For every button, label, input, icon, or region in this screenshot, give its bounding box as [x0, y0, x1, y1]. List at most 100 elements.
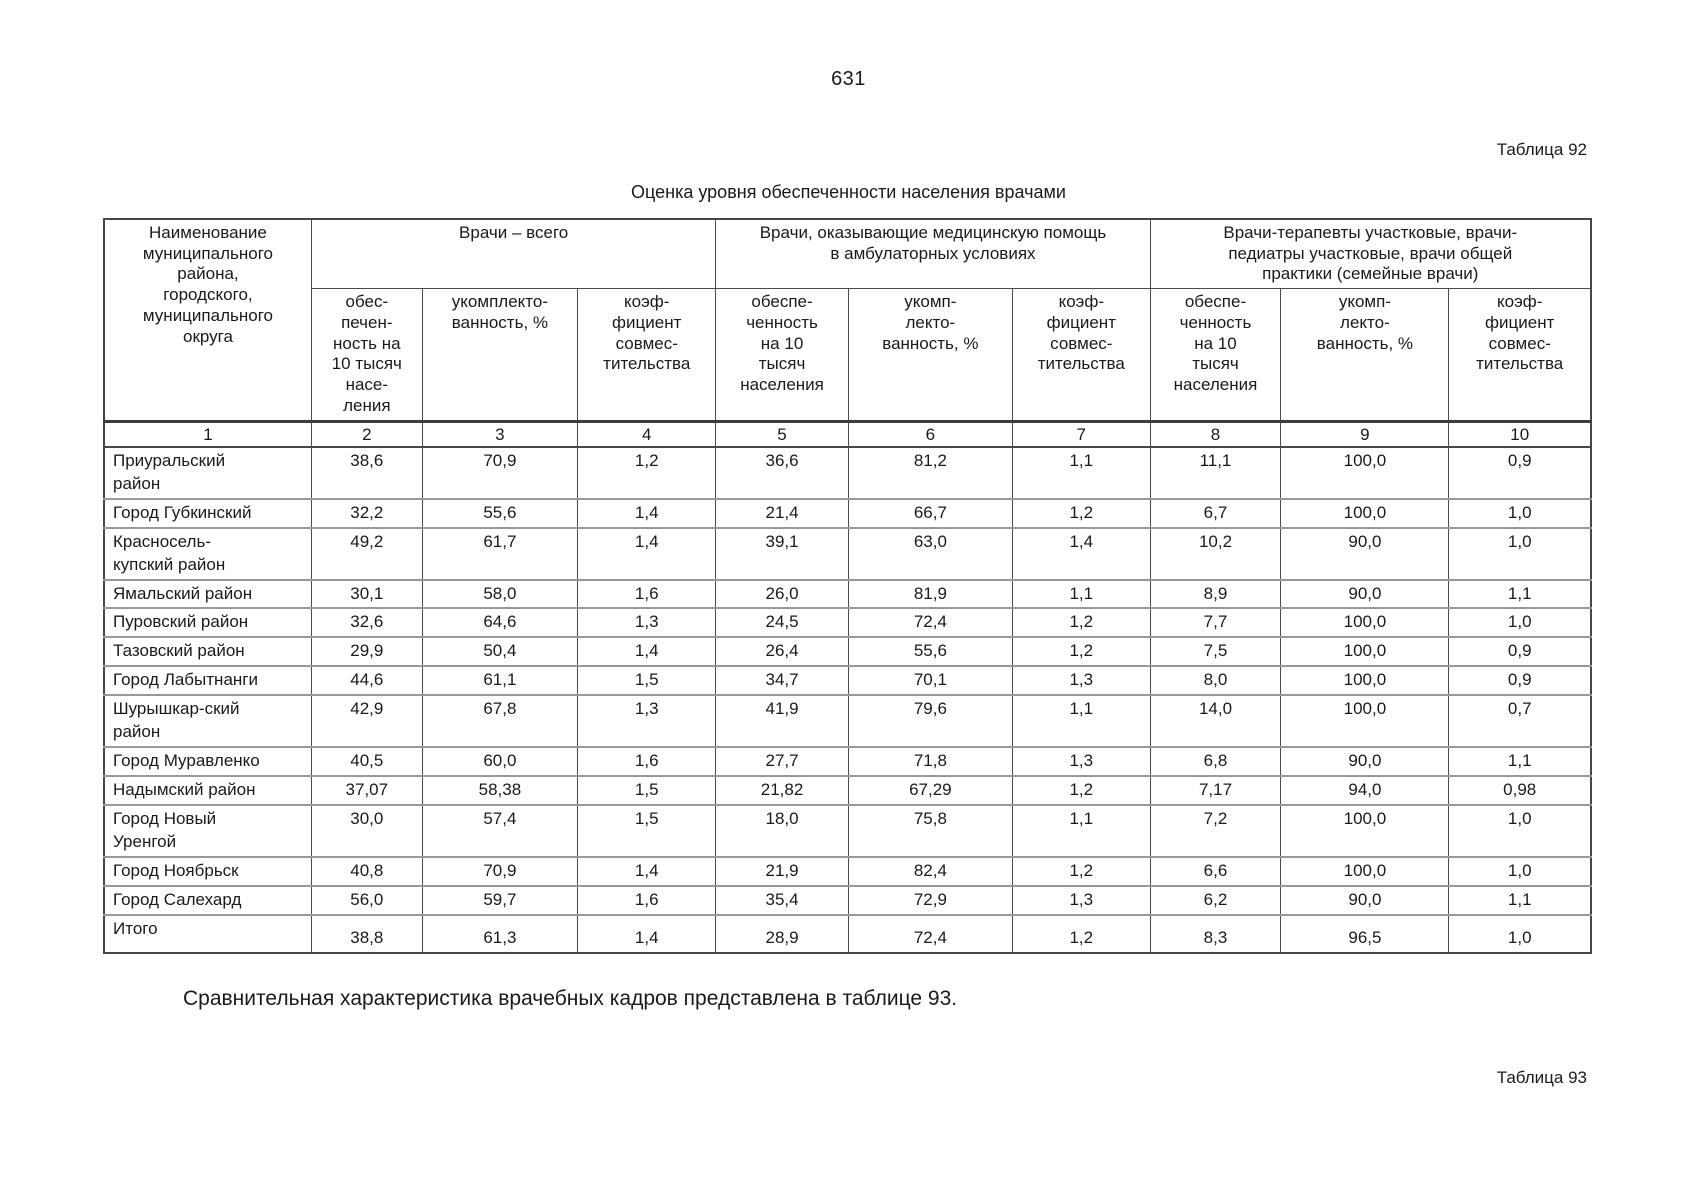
- subheader-staffing: укомп- лекто- ванность, %: [847, 288, 1014, 422]
- value-cell: 38,8: [310, 913, 423, 954]
- value-cell: 10,2: [1149, 526, 1282, 581]
- value-cell: 28,9: [715, 913, 849, 954]
- value-cell: 1,4: [577, 526, 717, 581]
- value-cell: 58,0: [421, 578, 579, 609]
- value-cell: 6,2: [1149, 884, 1282, 916]
- value-cell: 1,6: [577, 884, 717, 916]
- value-cell: 75,8: [847, 804, 1014, 858]
- subheader-coefficient: коэф- фициент совмес- тительства: [1012, 288, 1151, 422]
- value-cell: 100,0: [1280, 804, 1450, 858]
- value-cell: 59,7: [421, 884, 579, 916]
- value-cell: 94,0: [1280, 775, 1450, 806]
- value-cell: 1,1: [1448, 578, 1592, 609]
- value-cell: 60,0: [421, 746, 579, 777]
- district-name-cell: Город Новый Уренгой: [103, 804, 312, 858]
- value-cell: 1,2: [1012, 607, 1151, 638]
- district-name-cell: Приуральский район: [103, 445, 312, 500]
- value-cell: 71,8: [847, 746, 1014, 777]
- value-cell: 49,2: [310, 526, 423, 581]
- value-cell: 66,7: [847, 497, 1014, 529]
- value-cell: 40,5: [310, 746, 423, 777]
- district-name-cell: Ямальский район: [103, 578, 312, 609]
- value-cell: 1,2: [1012, 497, 1151, 529]
- subheader-coefficient: коэф- фициент совмес- тительства: [1448, 288, 1592, 422]
- value-cell: 0,9: [1448, 636, 1592, 667]
- value-cell: 1,4: [577, 913, 717, 954]
- value-cell: 1,4: [577, 636, 717, 667]
- value-cell: 6,6: [1149, 855, 1282, 887]
- value-cell: 1,0: [1448, 804, 1592, 858]
- value-cell: 70,9: [421, 445, 579, 500]
- table-92-label: Таблица 92: [1496, 140, 1587, 159]
- value-cell: 1,0: [1448, 913, 1592, 954]
- value-cell: 6,8: [1149, 746, 1282, 777]
- value-cell: 21,82: [715, 775, 849, 806]
- table-row: Красносель- купский район 49,2 61,7 1,4 39,1…: [103, 526, 1592, 581]
- value-cell: 8,9: [1149, 578, 1282, 609]
- value-cell: 27,7: [715, 746, 849, 777]
- value-cell: 21,9: [715, 855, 849, 887]
- value-cell: 1,3: [577, 694, 717, 748]
- column-number: 6: [847, 419, 1014, 448]
- table-row: Шурышкар-ский район 42,9 67,8 1,3 41,9 79,6 1,…: [103, 694, 1592, 748]
- value-cell: 67,29: [847, 775, 1014, 806]
- value-cell: 1,5: [577, 804, 717, 858]
- value-cell: 26,4: [715, 636, 849, 667]
- value-cell: 1,5: [577, 775, 717, 806]
- column-number-row: 1 2 3 4 5 6 7 8 9 10: [103, 419, 1592, 448]
- value-cell: 1,2: [1012, 855, 1151, 887]
- page-number: 631: [831, 68, 866, 90]
- table-body: Приуральский район 38,6 70,9 1,2 36,6 81,2 1,1…: [103, 445, 1592, 954]
- value-cell: 26,0: [715, 578, 849, 609]
- name-column-header: Наименование муниципального района, горо…: [103, 218, 312, 422]
- district-name-cell: Пуровский район: [103, 607, 312, 638]
- district-name-cell: Город Салехард: [103, 884, 312, 916]
- value-cell: 79,6: [847, 694, 1014, 748]
- table-header: Наименование муниципального района, горо…: [103, 218, 1592, 448]
- value-cell: 1,1: [1448, 884, 1592, 916]
- value-cell: 1,4: [577, 497, 717, 529]
- value-cell: 39,1: [715, 526, 849, 581]
- value-cell: 100,0: [1280, 445, 1450, 500]
- value-cell: 11,1: [1149, 445, 1282, 500]
- district-name-cell: Красносель- купский район: [103, 526, 312, 581]
- column-number: 1: [103, 419, 312, 448]
- table-row: Пуровский район 32,6 64,6 1,3 24,5 72,4 1,2 7,7…: [103, 607, 1592, 638]
- value-cell: 90,0: [1280, 746, 1450, 777]
- value-cell: 41,9: [715, 694, 849, 748]
- value-cell: 100,0: [1280, 636, 1450, 667]
- value-cell: 0,9: [1448, 665, 1592, 696]
- value-cell: 55,6: [847, 636, 1014, 667]
- value-cell: 36,6: [715, 445, 849, 500]
- value-cell: 61,7: [421, 526, 579, 581]
- doctors-provision-table: Наименование муниципального района, горо…: [103, 218, 1592, 954]
- value-cell: 81,9: [847, 578, 1014, 609]
- subheader-provision: обес- печен- ность на 10 тысяч насе- лен…: [310, 288, 423, 422]
- value-cell: 1,0: [1448, 497, 1592, 529]
- value-cell: 34,7: [715, 665, 849, 696]
- value-cell: 37,07: [310, 775, 423, 806]
- value-cell: 100,0: [1280, 694, 1450, 748]
- column-number: 5: [715, 419, 849, 448]
- value-cell: 67,8: [421, 694, 579, 748]
- table-row: Надымский район 37,07 58,38 1,5 21,82 67,29 1,…: [103, 775, 1592, 806]
- table-row: Приуральский район 38,6 70,9 1,2 36,6 81,2 1,1…: [103, 445, 1592, 500]
- column-number: 10: [1448, 419, 1592, 448]
- value-cell: 42,9: [310, 694, 423, 748]
- value-cell: 96,5: [1280, 913, 1450, 954]
- table-93-label: Таблица 93: [1496, 1068, 1587, 1087]
- column-number: 2: [310, 419, 423, 448]
- value-cell: 57,4: [421, 804, 579, 858]
- value-cell: 1,2: [1012, 636, 1151, 667]
- district-name-cell: Город Ноябрьск: [103, 855, 312, 887]
- value-cell: 1,6: [577, 746, 717, 777]
- value-cell: 1,3: [1012, 665, 1151, 696]
- table-row: Ямальский район 30,1 58,0 1,6 26,0 81,9 1,1 8,9…: [103, 578, 1592, 609]
- value-cell: 8,0: [1149, 665, 1282, 696]
- value-cell: 44,6: [310, 665, 423, 696]
- value-cell: 30,1: [310, 578, 423, 609]
- column-number: 4: [577, 419, 717, 448]
- value-cell: 58,38: [421, 775, 579, 806]
- value-cell: 72,9: [847, 884, 1014, 916]
- value-cell: 1,1: [1012, 804, 1151, 858]
